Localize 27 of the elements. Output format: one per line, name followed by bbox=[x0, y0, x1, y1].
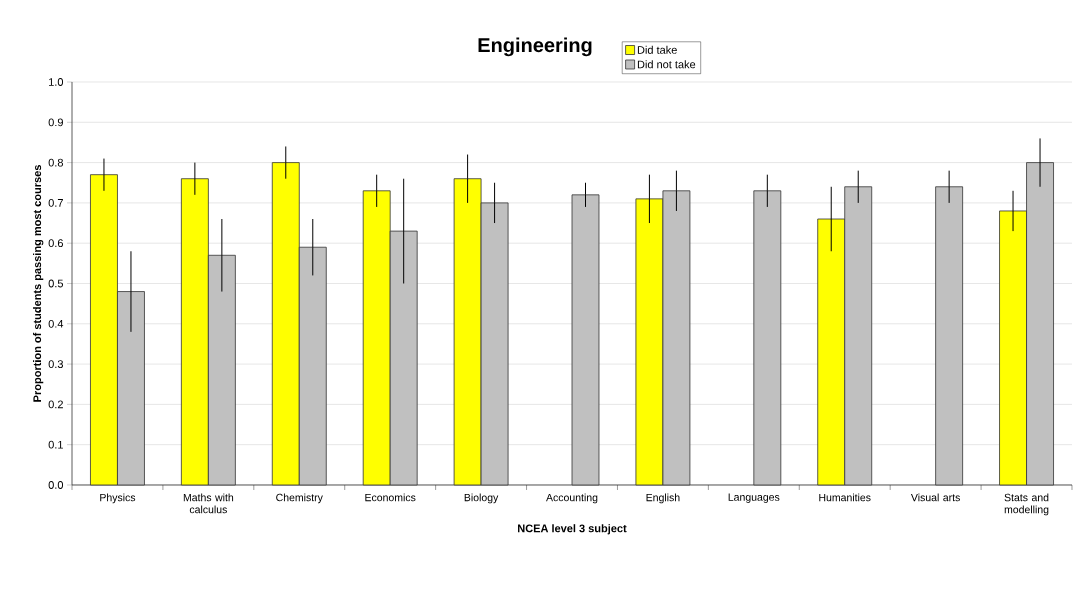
y-tick-label: 0.3 bbox=[48, 360, 63, 368]
x-tick-label: Maths with calculus bbox=[183, 493, 234, 514]
y-tick-label: 0.9 bbox=[48, 118, 63, 127]
x-tick-label: Languages bbox=[728, 493, 780, 503]
legend-label: Did not take bbox=[637, 60, 696, 69]
x-tick-label: Biology bbox=[464, 493, 499, 504]
x-tick-label: English bbox=[646, 493, 680, 504]
y-tick-label: 0.6 bbox=[48, 239, 63, 248]
x-axis-title: NCEA level 3 subject bbox=[518, 524, 627, 535]
y-tick-label: 1.0 bbox=[49, 78, 64, 86]
y-tick-label: 0.8 bbox=[48, 158, 63, 167]
x-tick-label: Physics bbox=[100, 493, 136, 504]
x-tick-label: Economics bbox=[365, 493, 416, 502]
chart-title: Engineering bbox=[478, 37, 592, 57]
y-tick-label: 0.0 bbox=[48, 481, 64, 489]
y-tick-label: 0.5 bbox=[48, 279, 64, 288]
x-tick-label: Stats and modelling bbox=[1004, 493, 1049, 516]
y-tick-label: 0.7 bbox=[48, 199, 63, 207]
y-axis-title: Proportion of students passing most courses bbox=[33, 165, 44, 402]
x-tick-label: Humanities bbox=[819, 493, 871, 502]
x-tick-label: Visual arts bbox=[910, 493, 960, 502]
y-tick-label: 0.2 bbox=[48, 400, 63, 409]
x-tick-label: Chemistry bbox=[276, 493, 323, 504]
legend-label: Did take bbox=[637, 45, 677, 54]
y-tick-label: 0.4 bbox=[48, 319, 64, 328]
x-tick-label: Accounting bbox=[546, 493, 598, 504]
y-tick-label: 0.1 bbox=[48, 440, 63, 449]
